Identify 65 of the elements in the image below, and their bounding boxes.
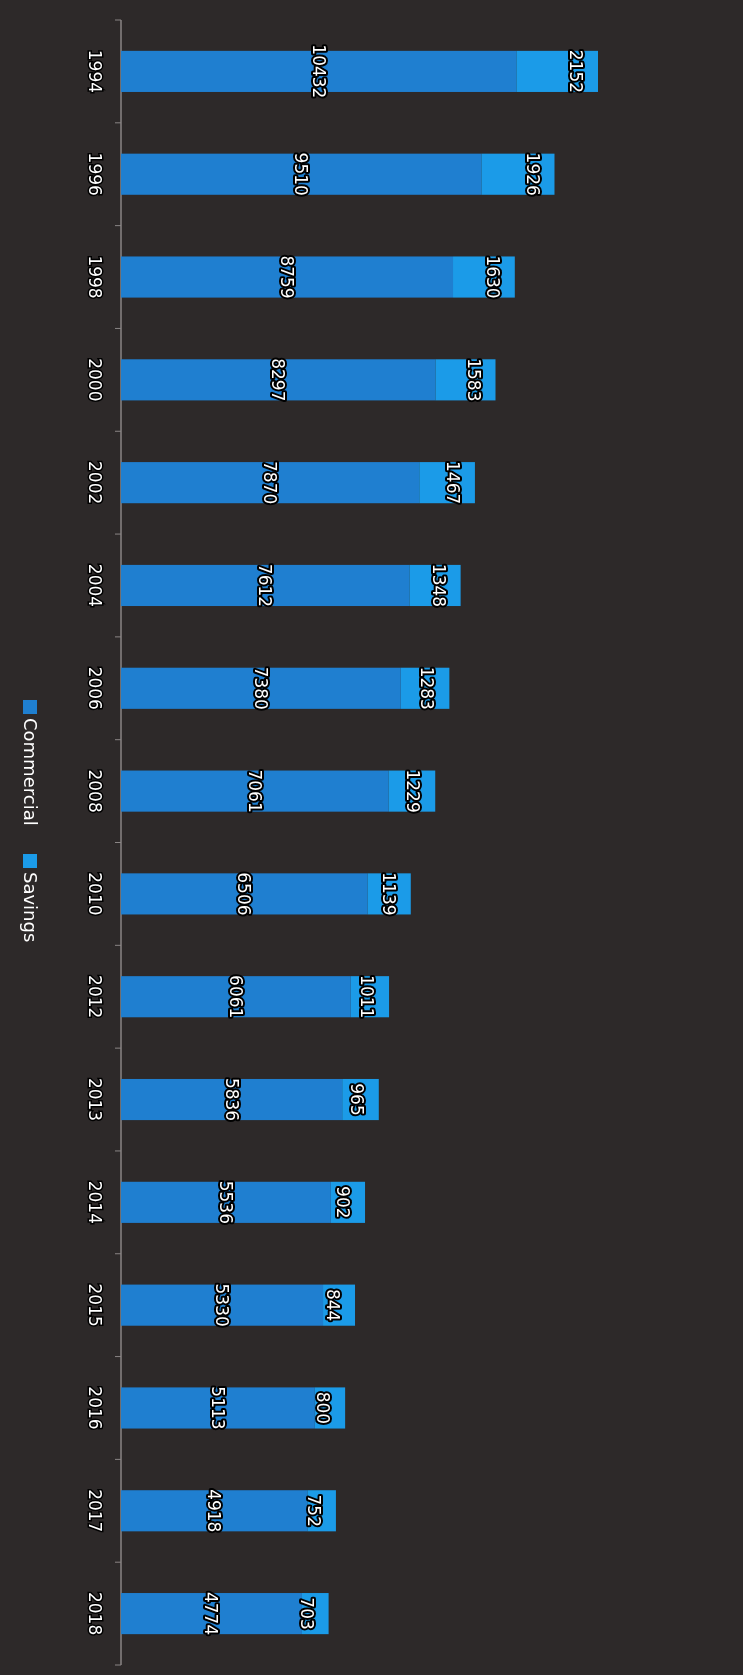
data-label: 1467 xyxy=(442,461,463,505)
y-tick-label: 2002 xyxy=(85,461,105,505)
data-label: 7380 xyxy=(250,666,271,710)
data-label: 1011 xyxy=(357,975,378,1019)
data-label: 10432 xyxy=(308,44,329,99)
bar xyxy=(121,1284,324,1326)
data-label: 2152 xyxy=(566,49,586,94)
bar xyxy=(121,873,368,915)
y-tick-label: 2017 xyxy=(85,1489,105,1533)
data-label: 752 xyxy=(303,1494,324,1528)
data-label: 5536 xyxy=(215,1180,236,1224)
bar xyxy=(121,153,482,195)
bar xyxy=(121,564,410,607)
y-tick-label: 2013 xyxy=(85,1077,105,1122)
data-label: 1229 xyxy=(403,769,424,813)
bar xyxy=(121,976,351,1018)
y-tick-label: 2018 xyxy=(85,1591,105,1636)
data-label: 5836 xyxy=(221,1077,242,1122)
bar xyxy=(121,1490,308,1532)
y-tick-label: 1996 xyxy=(85,152,105,196)
data-label: 1926 xyxy=(522,152,543,196)
data-label: 1630 xyxy=(482,255,503,299)
bar xyxy=(121,1181,331,1223)
y-tick-label: 2010 xyxy=(85,872,105,916)
bar xyxy=(121,1078,343,1121)
y-tick-label: 2012 xyxy=(85,975,105,1019)
bar xyxy=(121,667,401,709)
data-label: 965 xyxy=(346,1083,367,1116)
data-label: 9510 xyxy=(291,152,312,196)
bar xyxy=(121,359,436,401)
y-tick-label: 2000 xyxy=(85,358,105,402)
bar xyxy=(121,462,420,504)
data-label: 5113 xyxy=(207,1386,228,1430)
data-label: 703 xyxy=(296,1597,317,1630)
data-label: 4918 xyxy=(204,1489,225,1533)
bar xyxy=(121,770,389,812)
data-label: 7870 xyxy=(260,461,281,505)
legend-label: Commercial xyxy=(19,718,41,826)
data-label: 6061 xyxy=(225,975,246,1019)
y-tick-label: 2015 xyxy=(85,1283,105,1327)
y-tick-label: 2006 xyxy=(85,666,105,710)
data-label: 4774 xyxy=(201,1591,222,1636)
data-label: 902 xyxy=(333,1186,354,1219)
y-tick-label: 2016 xyxy=(85,1386,105,1430)
data-label: 1348 xyxy=(428,563,449,608)
y-tick-label: 2014 xyxy=(85,1180,105,1224)
data-label: 800 xyxy=(313,1391,334,1425)
y-tick-label: 1994 xyxy=(85,49,105,94)
data-label: 8759 xyxy=(277,255,298,299)
bar xyxy=(121,1387,315,1429)
y-tick-label: 1998 xyxy=(85,255,105,299)
data-label: 1583 xyxy=(463,358,484,402)
data-label: 8297 xyxy=(268,358,289,402)
data-label: 844 xyxy=(323,1288,344,1322)
data-label: 1139 xyxy=(378,872,399,916)
y-tick-label: 2004 xyxy=(85,563,105,608)
data-label: 7612 xyxy=(255,563,276,608)
bar xyxy=(121,256,454,298)
bar xyxy=(121,1593,302,1635)
data-label: 5330 xyxy=(212,1283,233,1327)
legend-label: Savings xyxy=(19,872,41,943)
data-label: 6506 xyxy=(234,872,255,916)
data-label: 1283 xyxy=(417,666,438,710)
y-tick-label: 2008 xyxy=(85,769,105,813)
data-label: 7061 xyxy=(244,769,265,813)
